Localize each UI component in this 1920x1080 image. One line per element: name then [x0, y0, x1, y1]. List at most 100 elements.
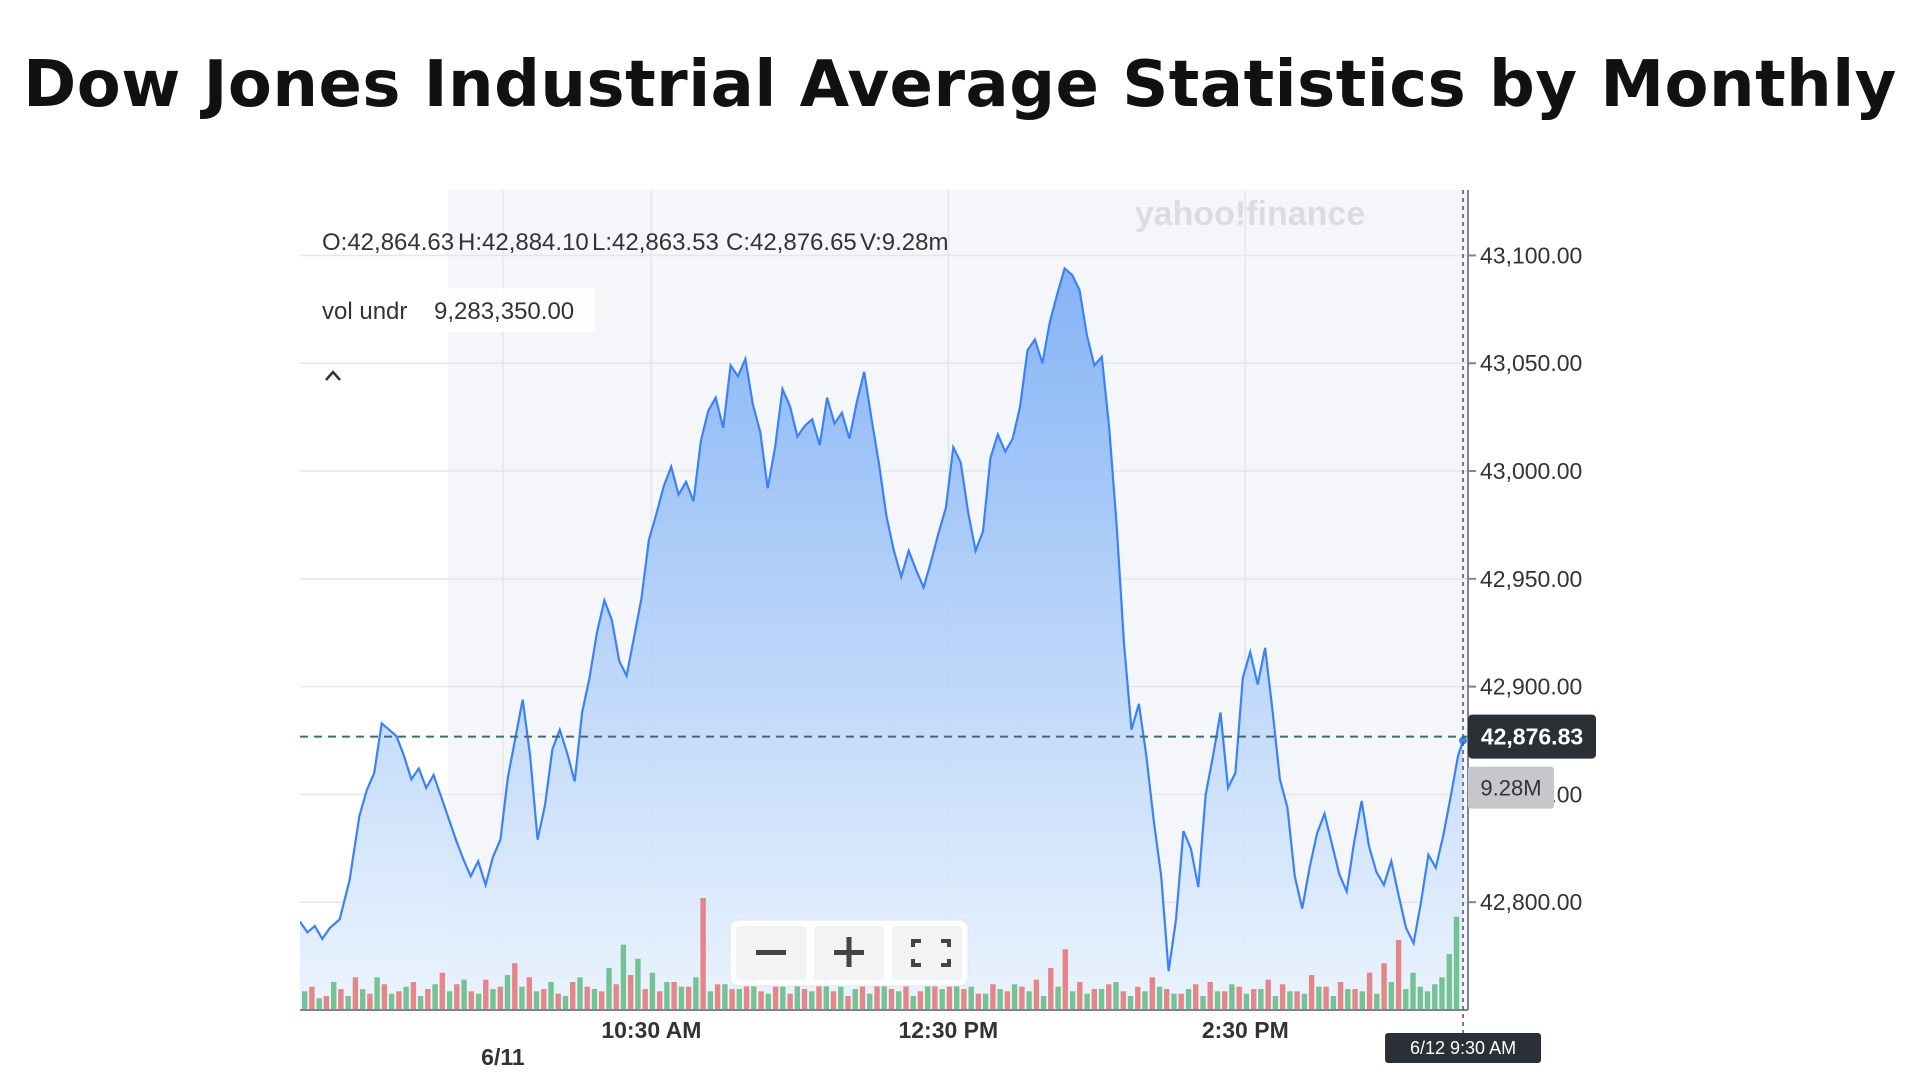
- volume-bar: [801, 989, 808, 1010]
- svg-text:O:42,864.63 H:42,884.10: O:42,864.63 H:42,884.10 L:42,863.53 C:42…: [322, 229, 949, 256]
- volume-bar: [997, 989, 1003, 1010]
- volume-bar: [1098, 989, 1105, 1010]
- volume-bar: [1381, 963, 1387, 1010]
- volume-bar: [548, 982, 554, 1010]
- volume-bar: [729, 989, 735, 1010]
- volume-bar: [526, 977, 532, 1010]
- volume-bar: [925, 982, 931, 1010]
- volume-bar: [446, 991, 453, 1010]
- x-tick-label: 10:30 AM: [601, 1017, 701, 1043]
- volume-bar: [946, 986, 953, 1010]
- volume-bar: [1048, 968, 1054, 1010]
- volume-bar: [693, 977, 699, 1010]
- volume-bar: [787, 993, 793, 1010]
- volume-bar: [903, 984, 909, 1010]
- volume-bar: [1040, 996, 1047, 1010]
- fullscreen-button[interactable]: [892, 926, 962, 980]
- volume-bar: [932, 982, 938, 1010]
- volume-bar: [468, 991, 474, 1010]
- volume-bar: [649, 972, 656, 1010]
- volume-bar: [685, 986, 692, 1010]
- volume-bar: [388, 993, 395, 1010]
- volume-bar: [1106, 984, 1112, 1010]
- volume-bar: [1308, 975, 1315, 1010]
- volume-bar: [628, 975, 634, 1010]
- volume-bar: [1185, 989, 1192, 1010]
- price-series-line[interactable]: [300, 266, 1465, 972]
- volume-bar: [896, 991, 902, 1010]
- volume-bar: [1178, 993, 1184, 1010]
- volume-bar: [910, 996, 916, 1010]
- volume-bar: [867, 993, 873, 1010]
- volume-bar: [1120, 991, 1126, 1010]
- volume-bar: [497, 986, 503, 1010]
- volume-bar: [490, 989, 496, 1010]
- volume-bar: [1294, 991, 1300, 1010]
- volume-bar: [1251, 989, 1257, 1010]
- volume-bar: [374, 977, 380, 1010]
- volume-bar: [1229, 984, 1235, 1010]
- price-area: [300, 266, 1468, 1010]
- crosshair-date-label: 6/12 9:30 AM: [1410, 1038, 1516, 1058]
- volume-bar: [823, 972, 829, 1010]
- minus-icon: [756, 950, 786, 955]
- volume-bar: [1337, 982, 1344, 1010]
- zoom-in-button[interactable]: [814, 926, 884, 980]
- volume-bar: [671, 982, 677, 1010]
- volume-bar: [917, 991, 924, 1010]
- volume-bar: [1424, 991, 1431, 1010]
- volume-bar: [439, 972, 445, 1010]
- volume-bar: [838, 986, 844, 1010]
- volume-bar: [722, 984, 728, 1010]
- current-price-label: 42,876.83: [1481, 724, 1583, 750]
- vol-undr-value: 9,283,350.00: [434, 298, 574, 325]
- volume-bar: [504, 975, 511, 1010]
- volume-bar: [316, 998, 322, 1010]
- price-area-fill: [300, 268, 1464, 1010]
- zoom-out-button[interactable]: [736, 926, 806, 980]
- volume-bar: [1359, 991, 1365, 1010]
- current-price-badge: 42,876.83: [1468, 714, 1596, 759]
- volume-bar: [990, 984, 996, 1010]
- volume-bar: [396, 991, 402, 1010]
- volume-bar: [533, 991, 540, 1010]
- volume-value: V:9.28m: [860, 229, 949, 256]
- volume-bar: [816, 982, 822, 1010]
- chevron-up-icon[interactable]: [325, 370, 341, 381]
- volume-bar: [968, 986, 974, 1010]
- volume-bar: [1077, 982, 1083, 1010]
- volume-bar: [751, 979, 757, 1010]
- volume-bar: [794, 982, 800, 1010]
- volume-bar: [1164, 989, 1170, 1010]
- y-axis: 43,100.00 43,050.00 43,000.00 42,950.00 42,9…: [1468, 242, 1582, 915]
- volume-bar: [1323, 986, 1329, 1010]
- volume-bar: [562, 996, 569, 1010]
- volume-bar: [874, 977, 880, 1010]
- svg-text:vol undr 9,283,350.00: vol undr 9,283,350.00: [322, 298, 574, 325]
- volume-bar: [1316, 986, 1322, 1010]
- chart-controls: [729, 919, 969, 987]
- volume-bar: [403, 986, 409, 1010]
- volume-bar: [483, 979, 489, 1010]
- volume-bar: [577, 977, 583, 1010]
- y-tick-label: 43,050.00: [1480, 350, 1582, 376]
- volume-bar: [714, 984, 721, 1010]
- volume-bar: [461, 979, 467, 1010]
- close-value: C:42,876.65: [726, 229, 857, 256]
- price-chart[interactable]: yahoo!finance O:42,864.63 H:42,884.10 L:…: [300, 180, 1620, 1080]
- volume-bar: [881, 984, 887, 1010]
- volume-bar: [1084, 993, 1090, 1010]
- volume-bar: [830, 991, 837, 1010]
- yahoo-finance-watermark: yahoo!finance: [1135, 195, 1365, 233]
- x-tick-label: 12:30 PM: [898, 1017, 998, 1043]
- volume-bar: [1193, 984, 1199, 1010]
- volume-bar: [381, 984, 388, 1010]
- volume-bar: [1279, 984, 1286, 1010]
- volume-bar: [555, 993, 561, 1010]
- volume-bar: [1127, 996, 1134, 1010]
- volume-bar: [1446, 954, 1452, 1010]
- volume-bar: [1388, 982, 1394, 1010]
- volume-bar: [1149, 977, 1155, 1010]
- y-tick-label: 42,950.00: [1480, 566, 1582, 592]
- volume-bar: [1142, 991, 1148, 1010]
